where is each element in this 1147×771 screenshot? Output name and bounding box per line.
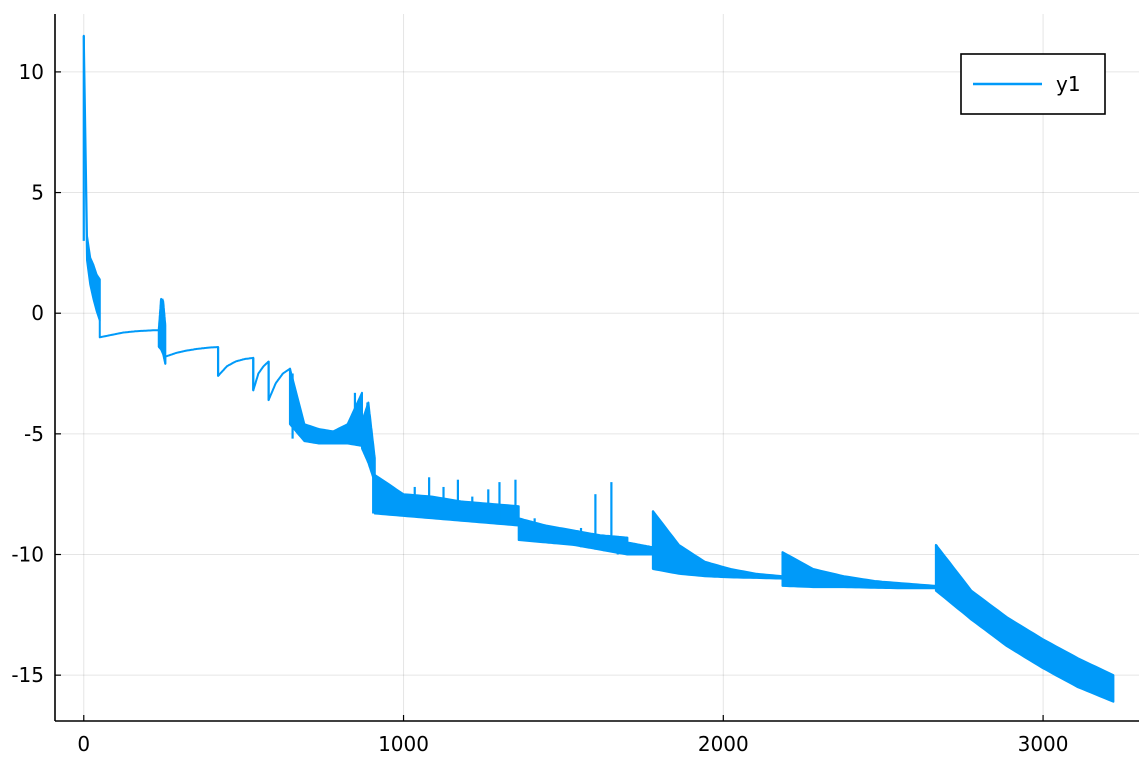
legend: y1 — [960, 53, 1106, 115]
y-tick-label: 5 — [31, 181, 44, 205]
y-tick-label: 0 — [31, 301, 44, 325]
x-tick-label: 1000 — [378, 732, 429, 756]
x-axis-ticks: 0 1000 2000 3000 — [77, 715, 1069, 756]
grid-lines — [55, 14, 1139, 721]
y-axis-ticks: 10 5 0 -5 -10 -15 — [11, 60, 61, 687]
series-band — [267, 367, 291, 402]
legend-label-y1: y1 — [1056, 72, 1081, 96]
y-tick-label: -10 — [11, 543, 44, 567]
series-band — [82, 34, 101, 322]
series-band — [781, 551, 937, 590]
axes — [54, 14, 1139, 722]
y-tick-label: 10 — [19, 60, 44, 84]
y-tick-label: -15 — [11, 663, 44, 687]
series-band — [164, 346, 220, 358]
series-band — [652, 510, 784, 580]
y-tick-label: -5 — [24, 422, 44, 446]
series-band — [252, 360, 270, 392]
series-band — [98, 329, 160, 339]
series-band — [626, 541, 654, 556]
series-band — [934, 543, 1115, 703]
series-band — [373, 473, 520, 527]
series-band — [289, 367, 363, 447]
series-band — [217, 356, 255, 377]
x-tick-label: 3000 — [1018, 732, 1069, 756]
series-y1 — [82, 34, 1115, 703]
x-tick-label: 2000 — [698, 732, 749, 756]
x-tick-label: 0 — [77, 732, 90, 756]
